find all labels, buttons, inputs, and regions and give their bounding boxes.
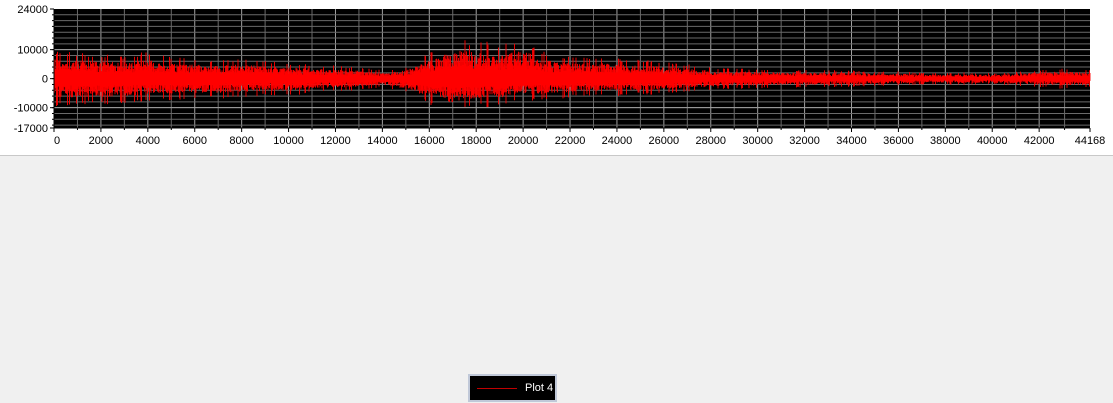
x-tick-label: 34000 xyxy=(836,135,867,147)
x-tick-label: 4000 xyxy=(136,135,160,147)
x-tick-label: 6000 xyxy=(182,135,206,147)
y-tick-label: -10000 xyxy=(14,103,48,115)
x-tick-label: 16000 xyxy=(414,135,445,147)
y-tick-label: 0 xyxy=(42,74,48,86)
x-tick-label: 32000 xyxy=(789,135,820,147)
y-tick-label: 24000 xyxy=(17,4,48,16)
x-tick-label: 24000 xyxy=(602,135,633,147)
x-tick-label: 0 xyxy=(54,135,60,147)
legend-label-plot-4: Plot 4 xyxy=(525,382,554,394)
x-tick-label: 18000 xyxy=(461,135,492,147)
chart-panel: 0 2000 4000 6000 8000 10000 12000 14000 16000 180… xyxy=(0,0,1113,156)
axis-layer: 0 2000 4000 6000 8000 10000 12000 14000 16000 180… xyxy=(14,4,1106,147)
y-tick-label: -17000 xyxy=(14,123,48,135)
x-tick-label: 40000 xyxy=(977,135,1008,147)
x-tick-label: 38000 xyxy=(930,135,961,147)
x-tick-label: 26000 xyxy=(649,135,680,147)
legend-swatch xyxy=(477,387,517,389)
y-tick-label: 10000 xyxy=(17,45,48,57)
x-tick-label: 8000 xyxy=(229,135,253,147)
x-tick-label: 10000 xyxy=(273,135,304,147)
x-tick-label: 2000 xyxy=(89,135,113,147)
legend: Plot 4 xyxy=(468,374,557,402)
x-tick-label: 30000 xyxy=(742,135,773,147)
waveform-chart: 0 2000 4000 6000 8000 10000 12000 14000 16000 180… xyxy=(14,4,1106,147)
x-tick-label: 42000 xyxy=(1024,135,1055,147)
x-tick-label: 28000 xyxy=(695,135,726,147)
x-tick-label: 20000 xyxy=(508,135,539,147)
x-tick-label: 22000 xyxy=(555,135,586,147)
x-tick-label: 14000 xyxy=(367,135,398,147)
x-tick-label: 12000 xyxy=(320,135,351,147)
x-tick-label: 44168 xyxy=(1075,135,1106,147)
x-tick-label: 36000 xyxy=(883,135,914,147)
